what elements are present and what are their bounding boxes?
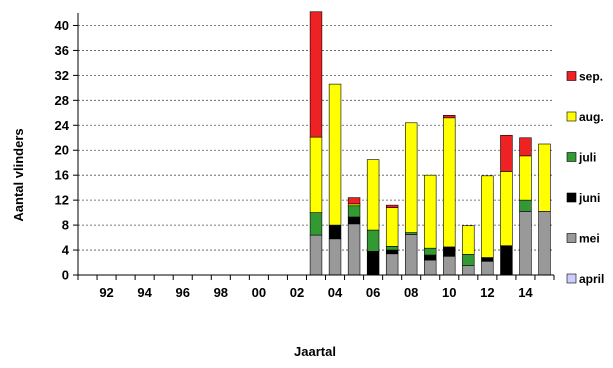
x-tick-label: 96 (175, 285, 189, 300)
bar-segment-2006-juni (366, 250, 380, 276)
legend-label-sep: sep. (579, 70, 603, 84)
bar-segment-2003-juli (309, 212, 323, 236)
bar-segment-2011-juli (462, 254, 475, 266)
bar-segment-2009-mei (424, 259, 437, 276)
bar-segment-2010-mei (443, 255, 456, 276)
y-tick-label: 20 (55, 143, 69, 158)
bar-segment-2012-juni (481, 257, 494, 262)
legend-swatch-april (566, 273, 577, 284)
bar-segment-2012-aug (481, 175, 494, 258)
bar-segment-2010-sep (443, 115, 456, 119)
bar-segment-2006-juli (366, 229, 380, 252)
bar-segment-2005-sep (347, 197, 361, 205)
bar-segment-2007-aug (385, 207, 399, 247)
x-axis-title: Jaartal (294, 344, 336, 359)
bar-segment-2005-mei (347, 223, 361, 276)
legend: sep. aug. juli juni mei april (566, 70, 604, 286)
bar-segment-2013-aug (500, 171, 513, 246)
bar-segment-2013-juni (500, 245, 513, 276)
bar-segment-2004-mei (328, 238, 342, 276)
bar-segment-2010-aug (443, 117, 456, 248)
x-tick-label: 06 (366, 285, 380, 300)
legend-swatch-juni (566, 192, 577, 203)
bar-segment-2011-aug (462, 225, 475, 255)
bar-segment-2011-mei (462, 265, 475, 276)
legend-swatch-mei (566, 233, 577, 243)
bar-segment-2005-juni (347, 216, 361, 225)
y-tick-label: 36 (55, 43, 69, 58)
bar-segment-2005-juli (347, 205, 361, 218)
x-tick-label: 00 (252, 285, 266, 300)
y-tick-label: 8 (62, 218, 69, 233)
x-tick-label: 98 (214, 285, 228, 300)
bar-segment-2009-juni (424, 254, 437, 261)
bar-segment-2008-aug (404, 122, 418, 233)
y-tick-label: 24 (55, 118, 70, 133)
x-tick-label: 14 (518, 285, 533, 300)
bar-segment-2015-aug (538, 143, 551, 212)
y-tick-label: 4 (62, 243, 70, 258)
x-tick-label: 08 (404, 285, 418, 300)
legend-label-juni: juni (578, 191, 600, 205)
bar-segment-2003-mei (309, 234, 323, 276)
y-tick-label: 28 (55, 93, 69, 108)
y-tick-label: 40 (55, 18, 69, 33)
bars (309, 11, 551, 276)
bar-segment-2013-sep (500, 134, 513, 172)
x-tick-label: 02 (290, 285, 304, 300)
bar-segment-2014-mei (519, 211, 532, 276)
bar-segment-2007-juli (385, 246, 399, 251)
bar-segment-2014-sep (519, 137, 532, 157)
bar-segment-2010-juni (443, 246, 456, 257)
legend-label-april: april (579, 272, 604, 286)
x-tick-label: 92 (99, 285, 113, 300)
bar-segment-2007-juni (385, 249, 399, 255)
bar-segment-2003-sep (309, 11, 323, 138)
legend-label-mei: mei (579, 232, 600, 246)
legend-label-juli: juli (578, 151, 596, 165)
bar-segment-2004-juni (328, 224, 342, 240)
bar-segment-2007-sep (385, 204, 399, 208)
x-tick-labels: 92 94 96 98 00 02 04 06 08 10 12 14 (99, 285, 533, 300)
bar-segment-2015-mei (538, 211, 551, 276)
x-tick-label: 94 (137, 285, 152, 300)
legend-swatch-juli (566, 152, 577, 162)
bar-segment-2006-aug (366, 159, 380, 231)
x-tick-label: 10 (442, 285, 456, 300)
bar-segment-2014-juli (519, 199, 532, 212)
bar-segment-2009-aug (424, 174, 437, 249)
y-axis-title: Aantal vlinders (11, 128, 26, 221)
bar-segment-2014-aug (519, 155, 532, 201)
bar-segment-2007-mei (385, 253, 399, 276)
legend-swatch-aug (566, 111, 577, 122)
x-tick-label: 04 (328, 285, 343, 300)
y-tick-labels: 0 4 8 12 16 20 24 28 32 36 40 (55, 18, 70, 283)
x-tick-label: 12 (480, 285, 494, 300)
legend-label-aug: aug. (579, 110, 604, 124)
bar-segment-2008-mei (404, 234, 418, 276)
y-tick-label: 12 (55, 193, 69, 208)
bar-segment-2003-aug (309, 136, 323, 213)
bar-segment-2009-juli (424, 247, 437, 256)
bar-segment-2012-mei (481, 260, 494, 276)
y-tick-label: 16 (55, 168, 69, 183)
y-tick-label: 0 (62, 268, 69, 283)
y-tick-label: 32 (55, 68, 69, 83)
bar-segment-2004-aug (328, 83, 342, 226)
legend-swatch-sep (566, 71, 577, 81)
axes (73, 13, 555, 280)
